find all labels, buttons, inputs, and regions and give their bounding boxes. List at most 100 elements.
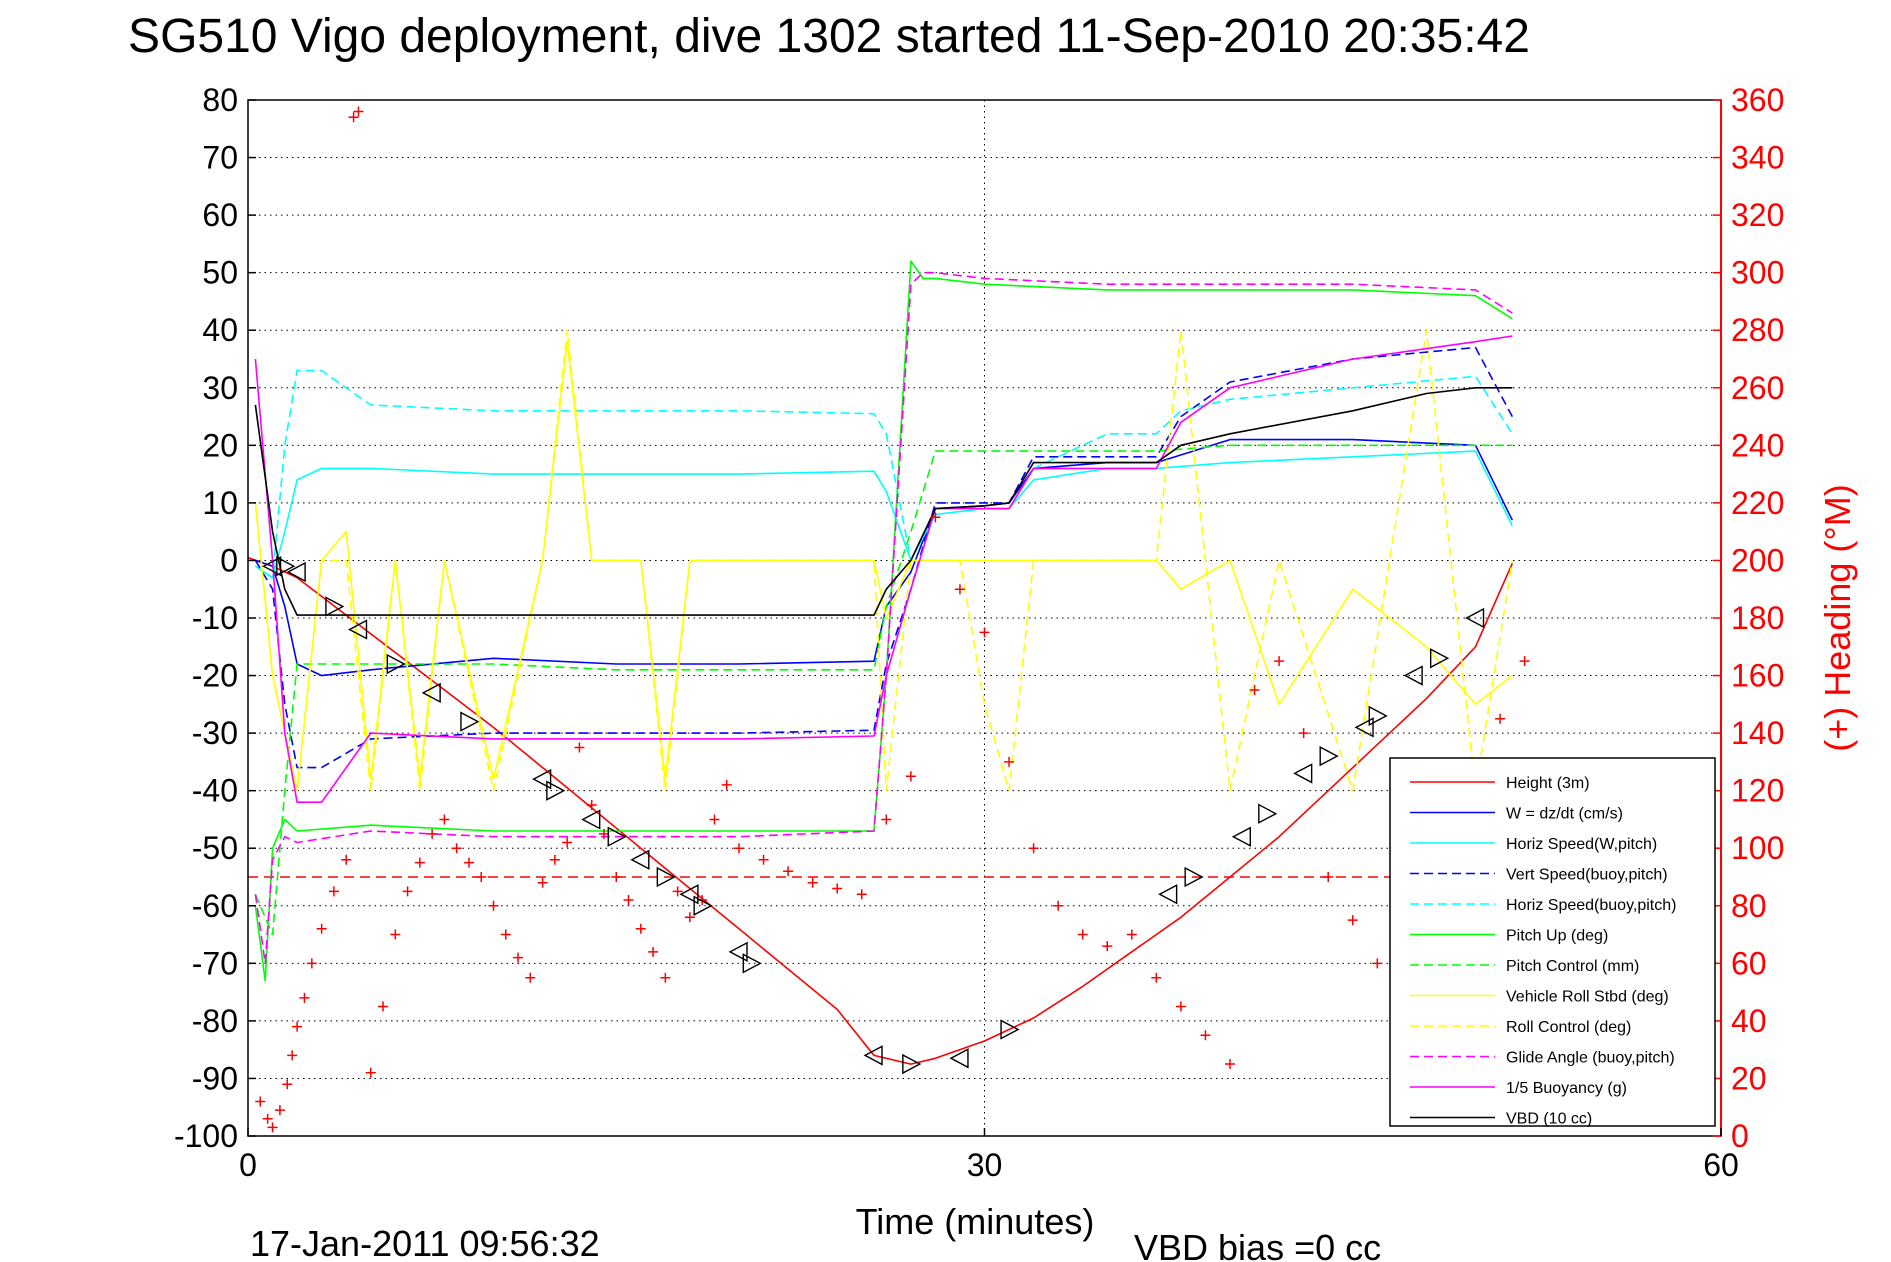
right-axis-label: (+) Heading (°M) xyxy=(1817,484,1858,751)
heading-point xyxy=(648,946,659,957)
x-axis-ticks: 0 30 60 xyxy=(239,1128,1739,1183)
heading-point xyxy=(1249,684,1260,695)
y-right-tick-label: 300 xyxy=(1731,255,1784,291)
left-axis-ticks: 80 70 60 50 40 30 20 10 0 -10 -20 -30 -40 -50 -60 -70 -8… xyxy=(174,82,256,1154)
heading-point xyxy=(1028,843,1039,854)
y-tick-label: -20 xyxy=(192,658,238,694)
position-marker xyxy=(386,653,406,675)
heading-point xyxy=(439,814,450,825)
heading-point xyxy=(1298,728,1309,739)
position-marker xyxy=(1231,826,1251,847)
x-tick-label: 30 xyxy=(967,1147,1003,1183)
position-marker xyxy=(347,619,368,640)
series-layer xyxy=(247,260,1514,1065)
legend-label-2: Horiz Speed(W,pitch) xyxy=(1506,836,1657,853)
y-tick-label: 70 xyxy=(202,140,238,176)
series-line-4 xyxy=(254,369,1513,579)
position-marker xyxy=(276,556,296,577)
heading-point xyxy=(598,828,609,839)
y-right-tick-label: 80 xyxy=(1731,888,1767,924)
heading-point xyxy=(365,1067,376,1078)
position-marker xyxy=(325,596,345,617)
heading-point xyxy=(328,886,339,897)
y-right-tick-label: 240 xyxy=(1731,427,1784,463)
series-line-9 xyxy=(254,271,1513,965)
heading-point xyxy=(930,512,941,523)
heading-point xyxy=(574,742,585,753)
heading-point xyxy=(807,877,818,888)
y-tick-label: 50 xyxy=(202,255,238,291)
heading-point xyxy=(1495,713,1506,724)
y-tick-label: -90 xyxy=(192,1060,238,1096)
heading-point xyxy=(1323,872,1334,882)
y-right-tick-label: 180 xyxy=(1731,600,1784,636)
y-right-tick-label: 280 xyxy=(1731,312,1784,348)
heading-point xyxy=(758,854,769,865)
heading-point xyxy=(414,857,425,868)
position-marker xyxy=(607,826,627,847)
heading-point xyxy=(274,1105,285,1116)
heading-point xyxy=(1225,1059,1235,1070)
heading-point xyxy=(1151,972,1162,983)
heading-point xyxy=(672,886,683,897)
legend-label-11: VBD (10 cc) xyxy=(1506,1111,1592,1128)
position-marker xyxy=(630,849,650,870)
heading-point xyxy=(463,857,474,868)
legend-label-7: Vehicle Roll Stbd (deg) xyxy=(1506,989,1669,1006)
heading-point xyxy=(427,828,438,839)
heading-point xyxy=(1175,1001,1186,1012)
position-marker xyxy=(581,809,601,830)
x-tick-label: 60 xyxy=(1703,1147,1739,1183)
heading-point xyxy=(832,883,843,894)
y-right-tick-label: 0 xyxy=(1731,1118,1749,1154)
y-tick-label: 10 xyxy=(202,485,238,521)
legend-label-3: Vert Speed(buoy,pitch) xyxy=(1506,867,1668,884)
heading-point xyxy=(488,900,499,911)
heading-point xyxy=(1347,915,1358,926)
position-marker xyxy=(679,884,699,905)
legend-label-1: W = dz/dt (cm/s) xyxy=(1506,806,1623,823)
y-right-tick-label: 320 xyxy=(1731,197,1784,233)
heading-point xyxy=(282,1079,293,1090)
series-line-10 xyxy=(254,335,1513,804)
footer-date: 17-Jan-2011 09:56:32 xyxy=(250,1223,600,1262)
heading-point xyxy=(979,627,990,638)
heading-point xyxy=(954,584,965,595)
right-axis-ticks: 3603403203002802602402202001801601401201… xyxy=(1713,82,1784,1154)
series-line-7 xyxy=(254,340,1513,792)
position-marker xyxy=(460,711,480,732)
position-marker xyxy=(1184,866,1204,888)
y-tick-label: -100 xyxy=(174,1118,238,1154)
heading-point xyxy=(1004,756,1015,767)
series-line-2 xyxy=(254,450,1514,579)
heading-point xyxy=(390,929,401,940)
heading-point xyxy=(255,1096,266,1107)
x-axis-label: Time (minutes) xyxy=(856,1201,1095,1242)
heading-point xyxy=(348,112,359,123)
y-tick-label: 80 xyxy=(202,82,238,118)
y-right-tick-label: 120 xyxy=(1731,773,1784,809)
position-marker xyxy=(286,561,306,583)
y-tick-label: 60 xyxy=(202,197,238,233)
position-marker xyxy=(693,895,713,916)
legend-label-9: Glide Angle (buoy,pitch) xyxy=(1506,1050,1675,1067)
heading-point xyxy=(267,1122,278,1133)
heading-point xyxy=(537,877,548,888)
position-marker xyxy=(1465,607,1485,629)
position-marker xyxy=(1368,705,1388,727)
heading-point xyxy=(500,929,511,940)
heading-point xyxy=(1274,656,1285,667)
series-line-11 xyxy=(254,386,1513,616)
y-right-tick-label: 360 xyxy=(1731,82,1784,118)
legend-label-4: Horiz Speed(buoy,pitch) xyxy=(1506,897,1676,914)
position-marker xyxy=(421,682,441,703)
heading-point xyxy=(881,814,892,825)
heading-point xyxy=(1200,1030,1211,1041)
y-right-tick-label: 340 xyxy=(1731,140,1784,176)
heading-point xyxy=(402,886,413,897)
y-right-tick-label: 220 xyxy=(1731,485,1784,521)
heading-point xyxy=(709,814,720,825)
series-line-0 xyxy=(247,556,1514,1065)
heading-point xyxy=(856,889,867,900)
legend: Height (3m) W = dz/dt (cm/s) Horiz Speed(W… xyxy=(1389,757,1716,1128)
